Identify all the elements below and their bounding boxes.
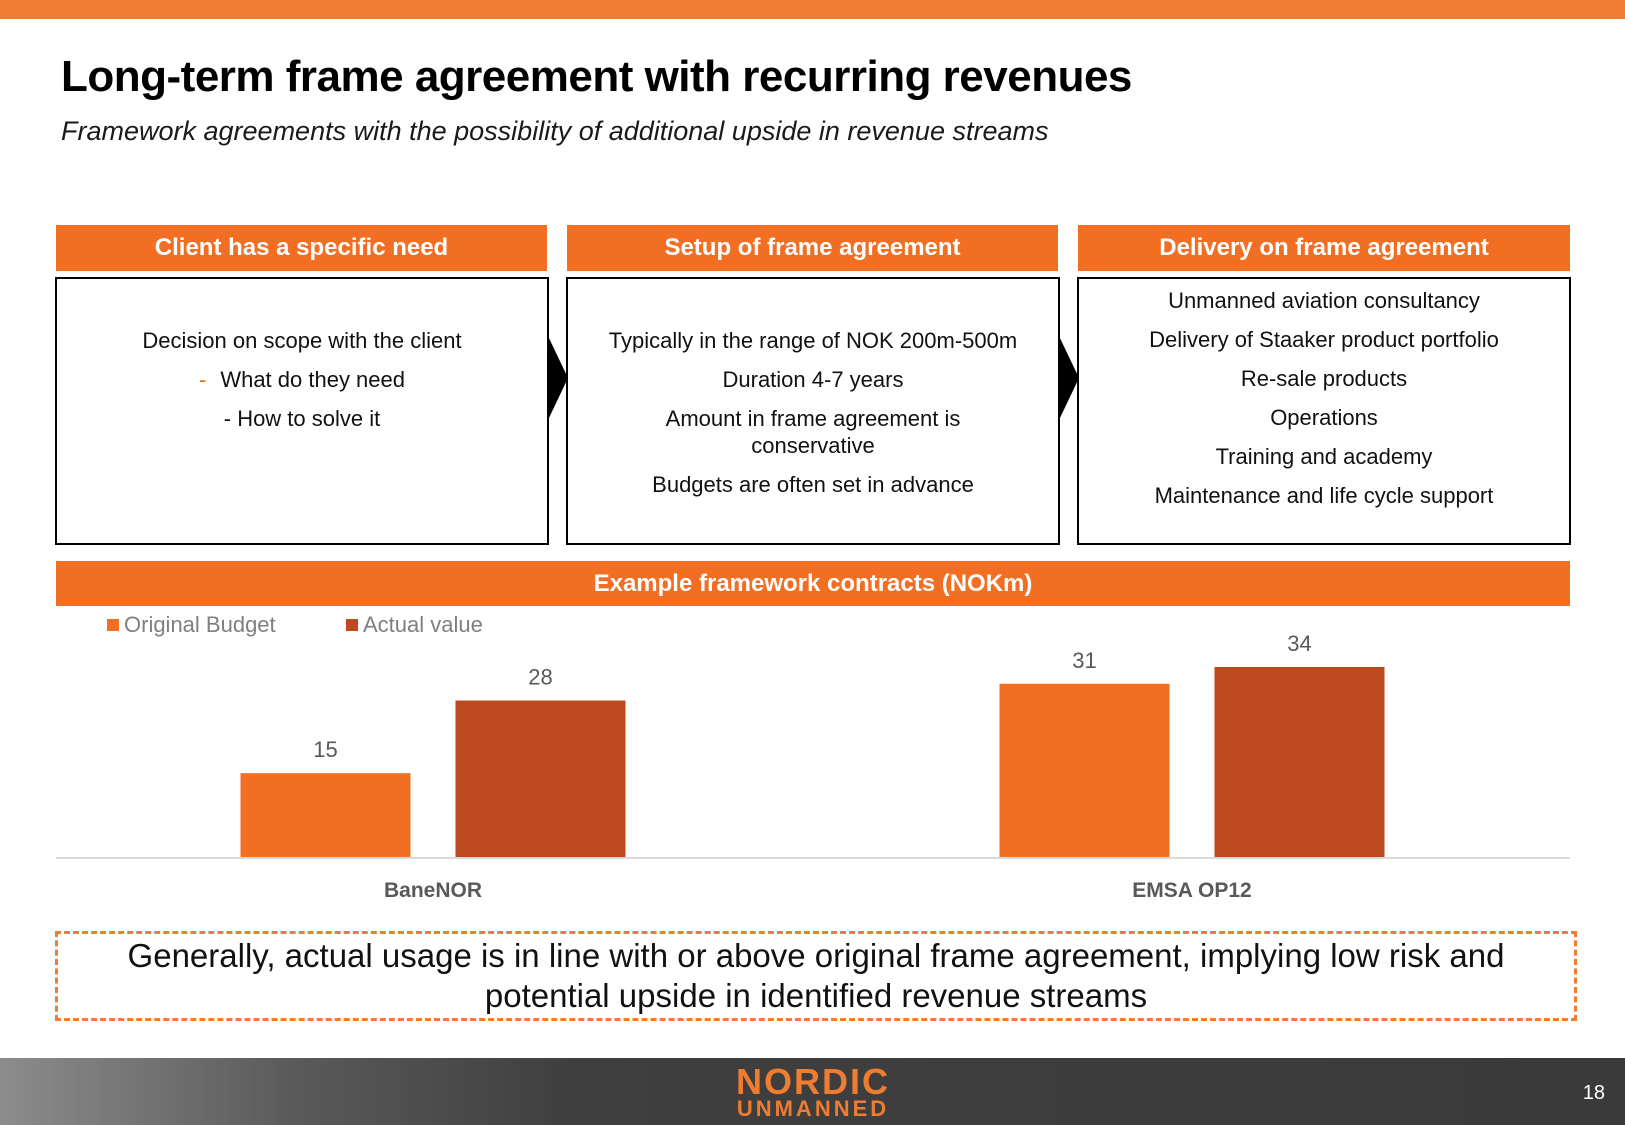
column-line: Maintenance and life cycle support [1154,483,1494,508]
page-title: Long-term frame agreement with recurring… [61,52,1132,101]
chevron-right-icon [548,336,568,420]
legend-label: Actual value [363,612,483,637]
dash-bullet-icon: - [198,367,207,392]
column-box-client-need: Decision on scope with the client - What … [55,277,549,545]
chart-title: Example framework contracts (NOKm) [56,561,1570,606]
logo-line-1: NORDIC [736,1061,890,1102]
chevron-right-icon [1059,336,1079,420]
top-accent-bar [0,0,1625,19]
bar-emsa-op12-actual-value [1214,667,1385,857]
column-line-text: What do they need [220,367,405,392]
column-line: - How to solve it [223,406,381,431]
legend-label: Original Budget [124,612,276,637]
column-line: Delivery of Staaker product portfolio [1149,327,1499,352]
column-line: - What do they need [199,366,405,393]
data-label: 28 [528,665,552,690]
legend-item-actual-value: Actual value [346,612,483,638]
footer-bar [0,1058,1625,1125]
page-subtitle: Framework agreements with the possibilit… [61,116,1049,146]
column-heading-frame-setup: Setup of frame agreement [567,225,1058,271]
bar-banenor-original-budget [240,773,411,857]
column-line: Amount in frame agreement is conservativ… [665,406,961,458]
legend-swatch [346,619,358,631]
column-line: Re-sale products [1240,366,1408,391]
column-box-delivery: Unmanned aviation consultancy Delivery o… [1077,277,1571,545]
category-label: BaneNOR [384,879,482,902]
bar-banenor-actual-value [455,700,626,857]
column-box-frame-setup: Typically in the range of NOK 200m-500m … [566,277,1060,545]
column-line: Typically in the range of NOK 200m-500m [608,328,1018,353]
column-line: Operations [1270,405,1378,430]
logo-line-2: UNMANNED [736,1096,890,1121]
column-line: Duration 4-7 years [722,367,904,392]
category-label: EMSA OP12 [1132,879,1251,902]
column-heading-delivery: Delivery on frame agreement [1078,225,1570,271]
column-heading-client-need: Client has a specific need [56,225,547,271]
page-number: 18 [1582,1082,1605,1104]
legend-item-original-budget: Original Budget [107,612,276,638]
column-line: Budgets are often set in advance [652,472,974,497]
column-line: Training and academy [1215,444,1433,469]
data-label: 34 [1287,631,1311,656]
column-line: Unmanned aviation consultancy [1168,288,1480,313]
data-label: 15 [313,737,337,762]
callout-box: Generally, actual usage is in line with … [55,931,1577,1021]
bar-chart: 15 28 BaneNOR 31 34 EMSA OP12 [56,631,1570,902]
nordic-unmanned-logo: NORDIC UNMANNED [716,1061,910,1121]
legend-swatch [107,619,119,631]
bar-emsa-op12-original-budget [999,683,1170,857]
data-label: 31 [1072,648,1096,673]
column-line: Decision on scope with the client [142,328,462,353]
